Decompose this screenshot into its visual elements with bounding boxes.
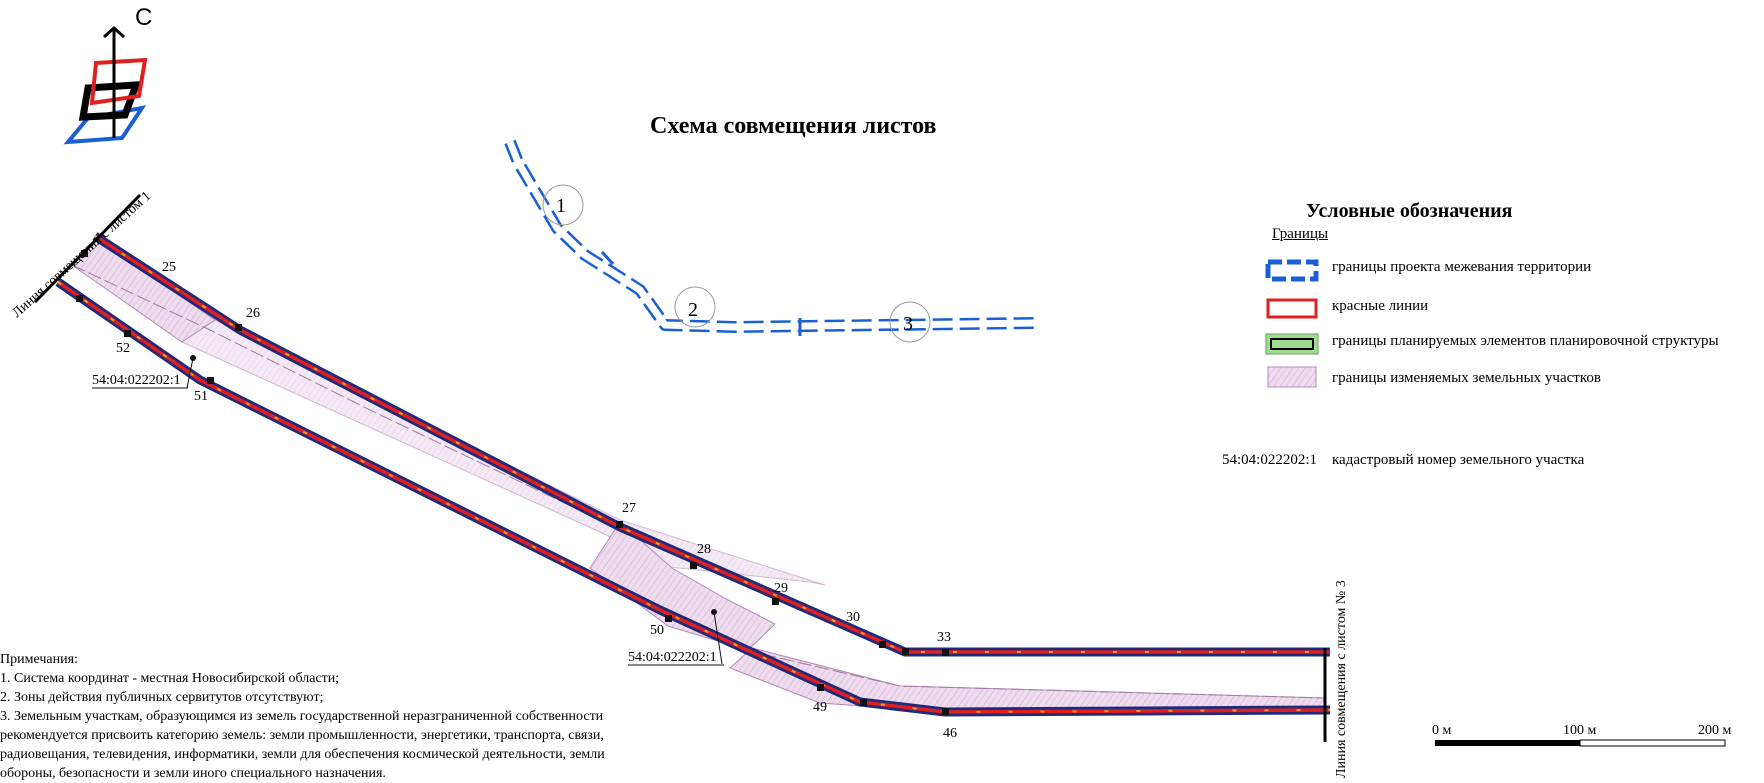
legend-cadastral-desc: кадастровый номер земельного участка: [1332, 452, 1585, 468]
blue-dashed-boundary-icon: [1265, 259, 1319, 282]
sheet-number-2: 2: [688, 299, 698, 321]
sheet-number-1: 1: [556, 195, 566, 217]
notes-block: Примечания: 1. Система координат - местн…: [0, 650, 605, 783]
legend-title: Условные обозначения: [1306, 200, 1513, 222]
point-label-27: 27: [622, 501, 636, 516]
point-labels: 25 26 27 28 29 30 33 52 51 50 49 46: [116, 260, 957, 741]
legend-item-1: границы проекта межевания территории: [1332, 259, 1592, 275]
pink-hatch-icon: [1267, 366, 1317, 388]
north-label: С: [135, 4, 152, 31]
north-arrow-icon: [63, 25, 148, 145]
sheet-circle-3: [889, 301, 931, 343]
point-label-50: 50: [650, 623, 664, 638]
point-label-26: 26: [246, 306, 260, 321]
point-label-25: 25: [162, 260, 176, 275]
sheet-number-3: 3: [903, 313, 913, 335]
cadastral-label-2: 54:04:022202:1: [628, 650, 717, 665]
point-label-30: 30: [846, 610, 860, 625]
scale-label-100: 100 м: [1563, 723, 1597, 738]
scale-bar: [1435, 739, 1726, 747]
joint-line-right: Линия совмещения с листом № 3: [1323, 580, 1349, 778]
cadastral-label-1: 54:04:022202:1: [92, 373, 181, 388]
legend-cadastral-example: 54:04:022202:1: [1222, 452, 1318, 468]
sheet-circle-2: [674, 286, 716, 328]
sheet-divider-1: [600, 250, 615, 266]
point-label-28: 28: [697, 542, 711, 557]
note-line: радиовещания, телевидения, информатики, …: [0, 747, 605, 762]
note-line: 1. Система координат - местная Новосибир…: [0, 671, 340, 686]
point-label-52: 52: [116, 341, 130, 356]
sheet-circle-1: [542, 184, 584, 226]
point-label-49: 49: [813, 700, 827, 715]
legend-item-3: границы планируемых элементов планировоч…: [1332, 333, 1719, 349]
note-line: 3. Земельным участкам, образующимся из з…: [0, 709, 604, 724]
note-line: обороны, безопасности и земли иного спец…: [0, 766, 386, 781]
point-label-29: 29: [774, 581, 788, 596]
page-title: Схема совмещения листов: [650, 113, 937, 139]
notes-heading: Примечания:: [0, 652, 78, 667]
note-line: 2. Зоны действия публичных сервитутов от…: [0, 690, 324, 705]
red-line-icon: [1266, 298, 1318, 319]
joint-label-right: Линия совмещения с листом № 3: [1334, 580, 1349, 778]
scale-label-200: 200 м: [1698, 723, 1732, 738]
note-line: рекомендуется присвоить категорию земель…: [0, 728, 604, 743]
point-label-46: 46: [943, 726, 957, 741]
overview-diagram: 1 2 3: [504, 139, 1036, 343]
legend-subtitle: Границы: [1272, 226, 1329, 242]
scale-label-0: 0 м: [1432, 723, 1452, 738]
point-label-33: 33: [937, 630, 951, 645]
legend-item-2: красные линии: [1332, 298, 1429, 314]
point-label-51: 51: [194, 389, 208, 404]
legend-item-4: границы изменяемых земельных участков: [1332, 370, 1601, 386]
legend-symbols: [1265, 259, 1319, 388]
cadastral-labels: 54:04:022202:1 54:04:022202:1: [92, 355, 724, 666]
